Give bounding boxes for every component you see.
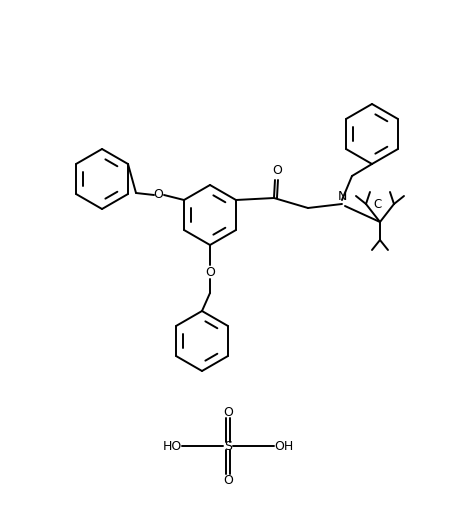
Text: O: O [272,164,282,176]
Text: O: O [153,188,163,202]
Text: HO: HO [163,439,182,453]
Text: O: O [223,405,233,419]
Text: C: C [374,198,382,210]
Text: S: S [224,439,232,453]
Text: N: N [337,189,347,203]
Text: O: O [223,473,233,487]
Text: OH: OH [274,439,293,453]
Text: O: O [205,267,215,279]
